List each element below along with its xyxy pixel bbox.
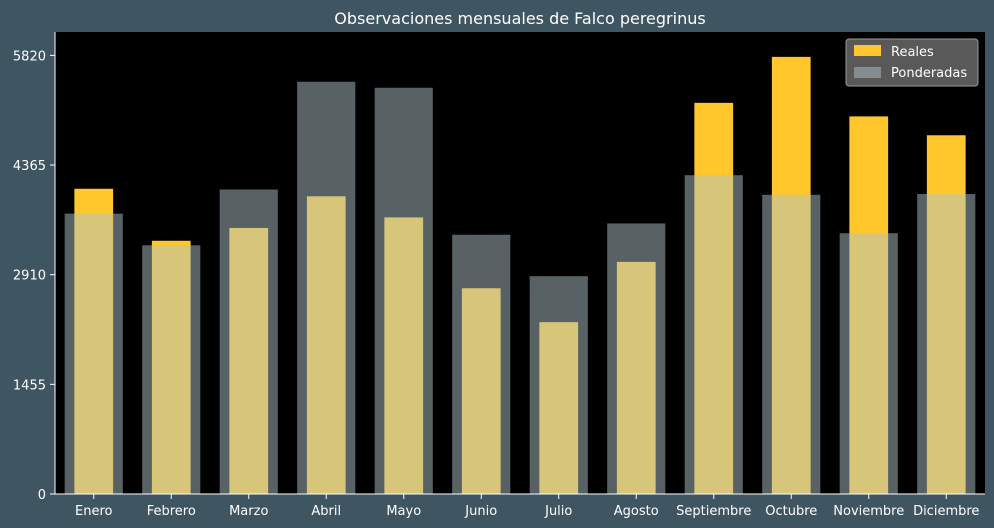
bar-ponderadas-febrero	[142, 245, 201, 494]
x-tick-label-septiembre: Septiembre	[676, 504, 751, 519]
x-tick-label-junio: Junio	[464, 504, 497, 519]
plot-background	[55, 32, 985, 494]
y-tick-label: 0	[38, 488, 46, 503]
bar-ponderadas-septiembre	[684, 175, 743, 494]
y-tick-label: 1455	[13, 378, 46, 393]
bar-ponderadas-enero	[64, 213, 123, 494]
bar-ponderadas-junio	[452, 234, 511, 494]
legend: Reales Ponderadas	[845, 38, 979, 87]
bar-ponderadas-mayo	[374, 87, 433, 495]
x-tick-label-febrero: Febrero	[147, 504, 196, 519]
y-tick-label: 2910	[13, 269, 46, 284]
x-tick-label-marzo: Marzo	[229, 504, 268, 519]
chart-title: Observaciones mensuales de Falco peregri…	[334, 9, 705, 28]
x-tick-label-diciembre: Diciembre	[913, 504, 979, 519]
x-tick-label-noviembre: Noviembre	[833, 504, 904, 519]
x-tick-label-julio: Julio	[544, 504, 572, 519]
x-tick-label-agosto: Agosto	[614, 504, 659, 519]
bars-group	[64, 56, 976, 495]
bar-ponderadas-julio	[529, 276, 588, 494]
legend-swatch-ponderadas	[854, 67, 881, 78]
legend-label-reales: Reales	[891, 45, 934, 60]
y-tick-label: 4365	[13, 159, 46, 174]
bar-ponderadas-marzo	[219, 189, 278, 494]
x-tick-label-mayo: Mayo	[386, 504, 421, 519]
bar-ponderadas-octubre	[762, 194, 821, 494]
x-tick-label-abril: Abril	[311, 504, 341, 519]
legend-swatch-reales	[854, 45, 881, 56]
bar-ponderadas-noviembre	[839, 233, 898, 494]
x-tick-label-octubre: Octubre	[765, 504, 817, 519]
x-tick-label-enero: Enero	[75, 504, 113, 519]
bar-ponderadas-abril	[297, 81, 356, 494]
x-axis: Enero Febrero Marzo Abril Mayo Junio Julio Agos…	[75, 494, 979, 519]
y-axis: 0 1455 2910 4365 5820	[13, 49, 55, 503]
legend-label-ponderadas: Ponderadas	[891, 66, 967, 81]
bar-ponderadas-diciembre	[917, 194, 976, 494]
y-tick-label: 5820	[13, 49, 46, 64]
bar-ponderadas-agosto	[607, 223, 666, 494]
